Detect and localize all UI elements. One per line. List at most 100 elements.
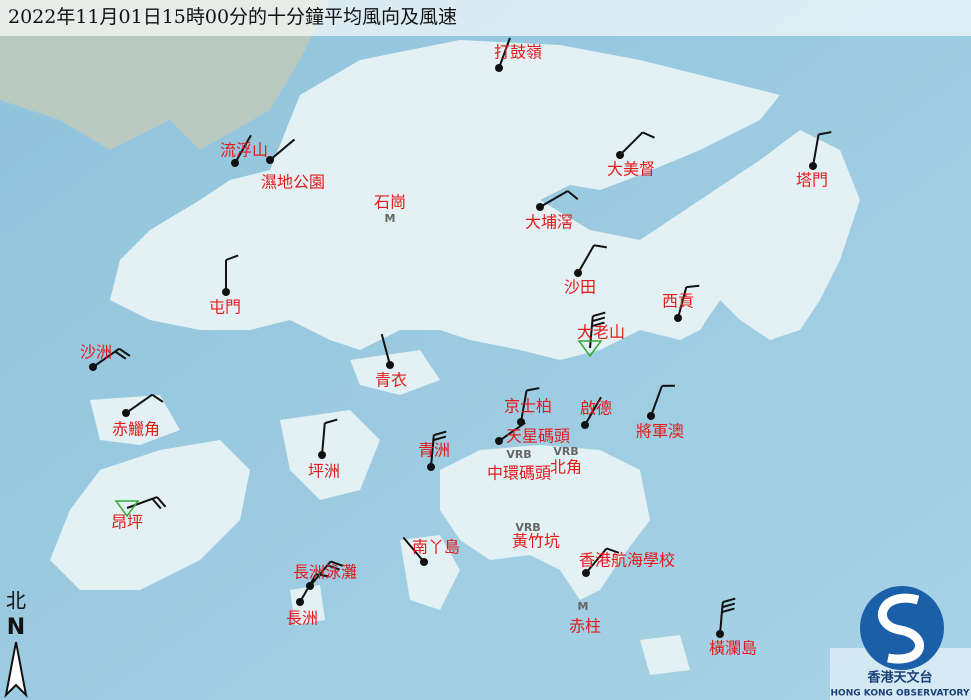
station-dot (809, 162, 817, 170)
station-label: 塔門 (796, 171, 828, 190)
station-label: 坪洲 (308, 462, 340, 481)
barb-staff (234, 134, 252, 164)
station-label: 南丫島 (412, 538, 460, 557)
barb-feather (156, 496, 167, 508)
barb-staff (309, 560, 332, 587)
station-label: 中環碼頭 (487, 464, 551, 483)
station-label: 赤柱 (569, 617, 601, 636)
logo-swirl (878, 593, 924, 664)
station-dot (495, 64, 503, 72)
barb-staff (577, 244, 595, 274)
compass-arrow (4, 641, 28, 698)
map-marker: VRB (553, 445, 578, 458)
station-dot (581, 421, 589, 429)
station-label: 長洲泳灘 (293, 563, 357, 582)
logo-name: 香港天文台 (866, 670, 932, 686)
station-label: 赤鱲角 (112, 420, 160, 439)
station-triangle (114, 500, 140, 518)
station-label: 橫瀾島 (709, 639, 757, 658)
map-marker: VRB (515, 521, 540, 534)
barb-staff (402, 536, 425, 563)
map-marker: M (578, 600, 589, 613)
shenzhen (0, 0, 330, 150)
barb-feather (151, 498, 162, 510)
barb-staff (584, 396, 602, 426)
station-dot (536, 203, 544, 211)
station-label: 將軍澳 (636, 422, 684, 441)
barb-staff (677, 286, 688, 319)
station-dot (420, 558, 428, 566)
barb-feather (118, 347, 131, 357)
station-dot (231, 159, 239, 167)
station-label: 青衣 (375, 371, 407, 390)
barb-feather (114, 350, 127, 360)
barb-feather (592, 311, 606, 318)
barb-staff (585, 547, 608, 574)
barb-feather (433, 430, 447, 437)
barb-staff (269, 138, 296, 161)
station-dot (318, 451, 326, 459)
station-label: 香港航海學校 (579, 551, 675, 570)
barb-staff (380, 333, 391, 366)
station-label: 天星碼頭 (506, 427, 570, 446)
station-dot (306, 582, 314, 590)
station-dot (266, 156, 274, 164)
barb-feather (151, 393, 164, 403)
wind-barbs (92, 37, 832, 635)
station-dot (222, 288, 230, 296)
station-dot (582, 569, 590, 577)
station-label: 大埔滘 (525, 213, 573, 232)
station-dot (89, 363, 97, 371)
station-dot (616, 151, 624, 159)
land (50, 40, 860, 675)
barb-feather (526, 387, 540, 392)
station-label: 黃竹坑 (512, 532, 560, 551)
station-label: 濕地公園 (261, 173, 325, 192)
station-label: 京士柏 (504, 397, 552, 416)
station-triangle (577, 340, 603, 358)
barb-staff (430, 435, 435, 468)
station-label: 長洲 (286, 609, 318, 628)
barb-staff (92, 347, 120, 368)
station-label: 沙田 (564, 278, 596, 297)
station-label: 石崗 (374, 193, 406, 212)
map-marker: VRB (506, 448, 531, 461)
barb-staff (126, 496, 158, 509)
station-label: 昂坪 (111, 513, 143, 532)
barb-feather (315, 573, 329, 578)
barb-feather (722, 602, 736, 609)
station-dot (674, 314, 682, 322)
station-label: 打鼓嶺 (494, 43, 542, 62)
barb-feather (433, 435, 447, 442)
barb-feather (567, 190, 579, 200)
barb-feather (324, 418, 338, 425)
station-label: 啟德 (580, 399, 612, 418)
station-dot (495, 437, 503, 445)
barb-staff (539, 190, 569, 208)
map-marker: M (385, 212, 396, 225)
barb-staff (812, 134, 820, 167)
barb-feather (593, 244, 607, 249)
barb-feather (327, 564, 340, 571)
barb-staff (125, 393, 153, 414)
station-label: 屯門 (209, 298, 241, 317)
compass-letter: N (7, 615, 25, 640)
barb-feather (330, 560, 344, 567)
title: 2022年11月01日15時00分的十分鐘平均風向及風速 (8, 6, 457, 28)
barb-staff (719, 602, 724, 635)
barb-staff (589, 316, 594, 349)
barb-staff (321, 423, 326, 456)
station-label: 大老山 (577, 323, 625, 342)
barb-feather (592, 316, 606, 323)
station-dot (427, 463, 435, 471)
barb-staff (619, 131, 644, 156)
station-dot (574, 269, 582, 277)
station-dot (122, 409, 130, 417)
compass-label: 北 (6, 589, 26, 613)
barb-feather (722, 597, 736, 604)
barb-feather (225, 254, 239, 261)
station-label: 流浮山 (220, 141, 268, 160)
station-label: 大美督 (607, 160, 655, 179)
